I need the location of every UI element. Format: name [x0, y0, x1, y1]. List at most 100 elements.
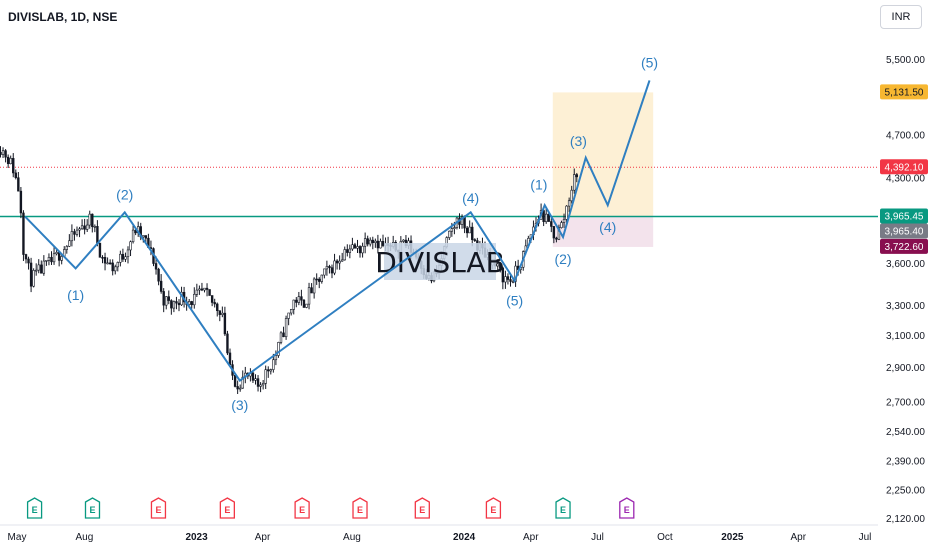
candle: [93, 224, 97, 233]
candle: [254, 374, 257, 385]
candle: [42, 255, 46, 276]
candle: [29, 257, 33, 293]
candle: [259, 382, 262, 393]
earnings-marker[interactable]: E: [84, 497, 101, 519]
candle-body: [300, 296, 303, 301]
candle-body: [101, 257, 104, 259]
earnings-icon[interactable]: [150, 497, 167, 519]
candle-body: [221, 312, 224, 315]
earnings-icon[interactable]: [26, 497, 43, 519]
wave-label[interactable]: (2): [554, 251, 571, 267]
earnings-icon[interactable]: [84, 497, 101, 519]
earnings-icon[interactable]: [219, 497, 236, 519]
earnings-icon[interactable]: [294, 497, 310, 519]
earnings-icon[interactable]: [414, 497, 430, 519]
candle-body: [356, 246, 359, 249]
candle-body: [363, 238, 367, 247]
candle-body: [361, 245, 364, 254]
earnings-marker[interactable]: E: [294, 497, 310, 519]
price-tag[interactable]: 3,722.60: [880, 238, 928, 254]
candle-body: [200, 288, 204, 291]
y-tick-label: 5,500.00: [886, 55, 925, 66]
candle-body: [6, 156, 10, 165]
candle-body: [310, 287, 313, 294]
wave-label[interactable]: (4): [462, 190, 479, 206]
wave-label[interactable]: (3): [570, 133, 587, 149]
price-tag[interactable]: 5,131.50: [880, 84, 928, 100]
x-tick-label: Apr: [523, 532, 539, 543]
symbol-title[interactable]: DIVISLAB, 1D, NSE: [8, 10, 118, 24]
wave-path[interactable]: [24, 80, 651, 383]
candle-body: [134, 229, 137, 234]
candle-body: [22, 212, 25, 255]
candle: [353, 242, 357, 249]
candle-body: [75, 229, 79, 235]
x-axis[interactable]: May Aug 2023 Apr Aug 2024 Apr Jul Oct 2025 Apr Jul: [8, 532, 872, 543]
candle: [52, 246, 56, 265]
candle: [101, 255, 104, 264]
price-tag[interactable]: 4,392.10: [880, 159, 928, 175]
candle: [374, 238, 377, 248]
currency-button[interactable]: INR: [880, 5, 922, 29]
earnings-marker[interactable]: E: [619, 497, 635, 519]
candle: [70, 224, 74, 247]
candle-body: [305, 303, 308, 308]
candle: [402, 239, 405, 243]
candle-body: [52, 253, 56, 263]
candle-body: [575, 174, 578, 178]
wave-label[interactable]: (5): [641, 55, 658, 71]
price-tag[interactable]: 3,965.40: [880, 223, 928, 239]
candle: [376, 234, 380, 254]
candle: [17, 171, 20, 192]
earnings-icon[interactable]: [555, 497, 571, 519]
y-tick-label: 2,390.00: [886, 456, 925, 467]
candle-body: [60, 256, 63, 261]
candle: [195, 283, 199, 297]
target-zone[interactable]: [552, 92, 654, 217]
candle-body: [78, 228, 81, 231]
earnings-marker[interactable]: E: [414, 497, 430, 519]
wave-label[interactable]: (5): [506, 293, 523, 309]
candle-body: [126, 249, 130, 258]
earnings-marker[interactable]: E: [150, 497, 167, 519]
candle: [358, 245, 362, 258]
candle: [223, 306, 227, 336]
wave-label[interactable]: (3): [231, 397, 248, 413]
earnings-marker[interactable]: E: [219, 497, 236, 519]
candle: [68, 234, 71, 248]
candle-body: [236, 386, 239, 390]
candle: [460, 214, 464, 229]
candle: [325, 260, 329, 276]
earnings-icon[interactable]: [485, 497, 502, 519]
candle-body: [218, 310, 221, 315]
earnings-marker[interactable]: E: [26, 497, 43, 519]
candle-body: [544, 213, 548, 223]
earnings-icon[interactable]: [352, 497, 368, 519]
candle-body: [460, 216, 464, 225]
wave-label[interactable]: (2): [116, 187, 133, 203]
earnings-marker[interactable]: E: [555, 497, 571, 519]
candle-body: [119, 253, 122, 263]
wave-label[interactable]: (4): [599, 219, 616, 235]
candle: [98, 242, 102, 258]
wave-label[interactable]: (1): [67, 287, 84, 303]
earnings-marker[interactable]: E: [485, 497, 502, 519]
earnings-letter: E: [419, 505, 425, 515]
candle: [108, 259, 112, 265]
candle: [343, 246, 346, 261]
candle-body: [106, 262, 109, 265]
candle: [305, 303, 308, 309]
wave-label[interactable]: (1): [530, 176, 547, 192]
price-tag-box: [880, 208, 928, 224]
candle: [573, 168, 576, 194]
y-axis[interactable]: 5,500.00 4,700.00 4,300.00 3,600.00 3,300.00…: [886, 55, 925, 525]
earnings-letter: E: [224, 505, 230, 515]
earnings-icon[interactable]: [619, 497, 635, 519]
stop-zone[interactable]: [552, 216, 654, 247]
price-tag[interactable]: 3,965.45: [880, 208, 928, 224]
candle: [335, 259, 339, 270]
earnings-letter: E: [32, 505, 38, 515]
earnings-marker[interactable]: E: [352, 497, 368, 519]
